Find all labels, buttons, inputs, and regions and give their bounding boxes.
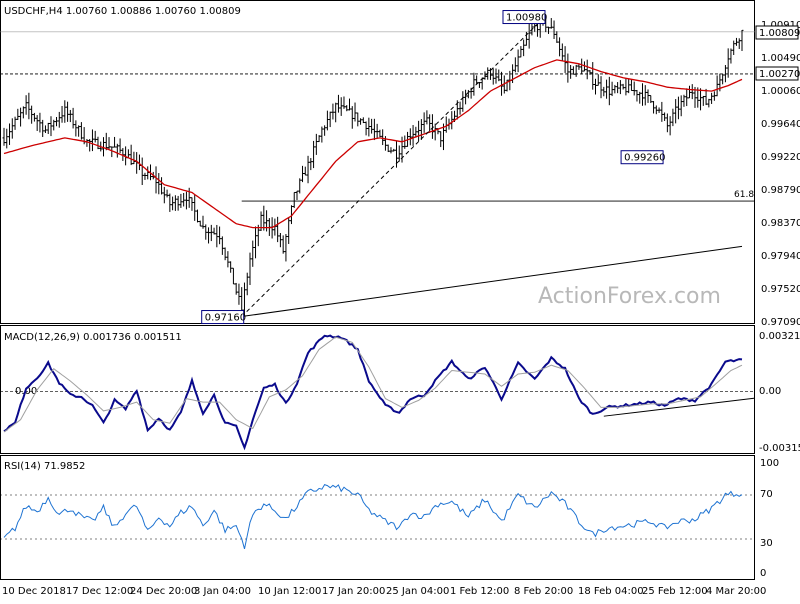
x-tick-label: 1 Feb 12:00 — [450, 586, 509, 597]
rsi-y-tick: 30 — [760, 538, 773, 549]
x-tick-label: 4 Mar 20:00 — [706, 586, 766, 597]
rsi-y-tick: 70 — [760, 489, 773, 500]
macd-y-tick: -0.003153 — [759, 443, 800, 454]
price-annotation-label: 0.99260 — [624, 153, 665, 164]
support-trendline — [241, 245, 743, 318]
x-tick-label: 10 Jan 12:00 — [258, 586, 321, 597]
last-price-box — [755, 25, 799, 40]
macd-trendline — [603, 397, 756, 417]
price-y-tick: 1.00490 — [761, 53, 800, 64]
fib-label: 61.8 — [734, 190, 754, 200]
x-tick-label: 8 Feb 20:00 — [514, 586, 573, 597]
price-y-tick: 1.00060 — [761, 86, 800, 97]
x-tick-label: 25 Jan 04:00 — [386, 586, 449, 597]
price-y-axis: 1.00910 1.00490 1.00060 0.99640 0.99220 … — [761, 20, 800, 328]
last-price-label: 1.00809 — [759, 28, 800, 39]
price-y-tick: 0.98370 — [761, 218, 800, 229]
price-panel-header: USDCHF,H4 1.00760 1.00886 1.00760 1.0080… — [4, 6, 241, 17]
macd-panel-header: MACD(12,26,9) 0.001736 0.001511 — [4, 332, 182, 343]
x-tick-label: 17 Jan 20:00 — [322, 586, 385, 597]
price-annotation-label: 0.97160 — [205, 313, 246, 324]
price-y-tick: 0.97090 — [761, 317, 800, 328]
rsi-y-tick: 0 — [760, 568, 766, 579]
x-tick-label: 3 Jan 04:00 — [194, 586, 251, 597]
price-annotation-box — [620, 150, 664, 165]
rsi-line — [3, 483, 743, 550]
macd-y-axis: 0.003219 0.00 -0.003153 — [759, 331, 800, 454]
level-price-box — [755, 66, 799, 81]
rsi-panel-frame — [0, 455, 755, 580]
price-y-tick: 0.98790 — [761, 185, 800, 196]
price-panel-frame — [0, 0, 755, 324]
dashed-trendline — [241, 18, 544, 317]
macd-panel-frame — [0, 325, 755, 454]
macd-y-tick: 0.003219 — [759, 331, 800, 342]
macd-y-tick: 0.00 — [759, 386, 781, 397]
moving-average-line — [3, 59, 743, 229]
price-annotation-label: 1.00980 — [506, 13, 547, 24]
rsi-y-tick: 100 — [760, 458, 779, 469]
price-y-tick: 0.99640 — [761, 119, 800, 130]
x-tick-label: 17 Dec 12:00 — [66, 586, 133, 597]
rsi-panel-header: RSI(14) 71.9852 — [4, 461, 85, 472]
price-y-tick: 0.99220 — [761, 152, 800, 163]
x-tick-label: 10 Dec 2018 — [2, 586, 66, 597]
price-y-tick: 0.97520 — [761, 284, 800, 295]
price-bars — [2, 11, 744, 321]
macd-signal-line — [3, 336, 743, 433]
price-y-tick: 0.97940 — [761, 251, 800, 262]
level-price-label: 1.00270 — [759, 69, 800, 80]
plot-layer: 61.8 1.00980 0.99260 0.97160 — [0, 10, 756, 550]
price-annotation-box — [502, 10, 546, 25]
price-annotation-box — [201, 310, 245, 325]
x-axis: 10 Dec 2018 17 Dec 12:00 24 Dec 20:00 3 … — [2, 586, 766, 597]
x-tick-label: 18 Feb 04:00 — [578, 586, 644, 597]
watermark: ActionForex.com — [538, 284, 721, 309]
rsi-y-axis: 100 70 30 0 — [760, 458, 779, 579]
x-tick-label: 24 Dec 20:00 — [130, 586, 197, 597]
x-tick-label: 25 Feb 12:00 — [642, 586, 708, 597]
